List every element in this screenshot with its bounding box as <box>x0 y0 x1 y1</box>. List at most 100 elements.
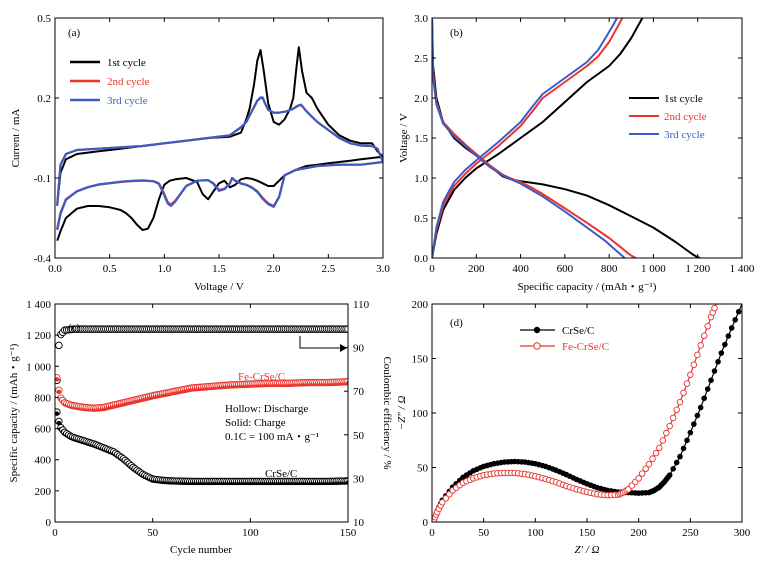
cv-curve-1 <box>56 46 383 242</box>
eis-point-2 <box>673 406 680 414</box>
x-tick-label-d: 150 <box>579 527 596 539</box>
legend-text-a-1: 1st cycle <box>107 57 146 69</box>
charge-point-2 <box>55 411 60 416</box>
legend-d: CrSe/C Fe-CrSe/C <box>520 325 609 353</box>
eis-point-1 <box>687 429 694 436</box>
legend-marker-d-2 <box>533 342 541 350</box>
y-tick-label-b: 0.5 <box>414 213 428 225</box>
eis-point-1 <box>684 437 690 444</box>
y-tick-label-c: 0 <box>46 517 52 529</box>
eis-point-2 <box>645 460 653 468</box>
charge-point-2 <box>56 420 62 426</box>
eis-point-1 <box>718 350 725 356</box>
y-tick-label-b: 1.0 <box>414 173 428 185</box>
eis-point-2 <box>704 322 711 330</box>
plot-frame-c <box>54 303 349 523</box>
y-tick-label-right-c: 50 <box>353 430 365 442</box>
x-axis-label-b: Specific capacity / (mAh・g⁻¹) <box>518 281 657 293</box>
x-tick-label-a: 1.5 <box>212 263 226 275</box>
x-tick-label-c: 100 <box>242 527 259 539</box>
discharge-curve-2 <box>432 18 637 258</box>
eis-point-1 <box>691 421 697 427</box>
eis-point-1 <box>711 368 718 374</box>
y-tick-label-c: 1 000 <box>26 361 51 373</box>
charge-curve-2 <box>432 18 624 258</box>
y-tick-label-c: 200 <box>35 486 52 498</box>
charge-curve-1 <box>432 18 644 258</box>
x-tick-label-a: 1.0 <box>157 263 171 275</box>
y-axis-label-right-c: Coulombic efficiency / % <box>381 356 393 469</box>
discharge-curve-3 <box>432 18 626 258</box>
eis-point-1 <box>697 404 704 411</box>
y-tick-label-a: 0.5 <box>37 13 51 25</box>
eis-point-2 <box>666 422 673 430</box>
x-tick-label-d: 0 <box>429 527 435 539</box>
x-tick-label-d: 300 <box>734 527 751 539</box>
eis-point-2 <box>676 398 684 406</box>
y-tick-label-b: 2.5 <box>414 53 428 65</box>
legend-text-a-3: 3rd cycle <box>107 95 148 107</box>
eis-point-1 <box>673 459 680 466</box>
eis-point-2 <box>669 414 677 422</box>
x-axis-label-c: Cycle number <box>170 544 232 556</box>
eis-point-2 <box>659 437 667 444</box>
x-tick-label-c: 150 <box>340 527 357 539</box>
x-tick-label-a: 2.0 <box>267 263 281 275</box>
eis-point-2 <box>711 304 718 312</box>
annotation-fe-crse: Fe-CrSe/C <box>238 371 285 383</box>
discharge-curve-1 <box>432 18 701 258</box>
y-tick-label-a: 0.2 <box>37 93 51 105</box>
x-tick-label-a: 3.0 <box>376 263 390 275</box>
legend-text-d-2: Fe-CrSe/C <box>562 341 609 353</box>
y-tick-label-c: 400 <box>35 455 52 467</box>
eis-point-2 <box>680 389 687 397</box>
x-tick-label-b: 800 <box>601 263 618 275</box>
charge-curve-3 <box>432 18 618 258</box>
x-tick-label-d: 50 <box>478 527 490 539</box>
eis-point-1 <box>680 445 687 452</box>
y-tick-label-right-c: 10 <box>353 517 365 529</box>
ce-arrow-head <box>340 344 347 352</box>
panel-label-a: (a) <box>68 27 81 39</box>
eis-point-1 <box>725 333 732 339</box>
eis-point-2 <box>642 465 649 473</box>
x-tick-label-c: 0 <box>52 527 58 539</box>
y-tick-label-a: -0.1 <box>34 173 51 185</box>
eis-point-1 <box>715 358 721 365</box>
eis-point-2 <box>694 351 701 359</box>
ce-axis-arrow <box>299 336 340 349</box>
y-tick-label-b: 3.0 <box>414 13 428 25</box>
legend-text-b-2: 2nd cycle <box>664 111 707 123</box>
y-tick-label-c: 1 200 <box>26 330 51 342</box>
panel-d: 0 50 100 150 200 250 300 0 50 100 150 200 (d) Z′ / … <box>396 299 751 556</box>
annotation-rate: 0.1C = 100 mA・g⁻¹ <box>225 431 319 443</box>
eis-point-2 <box>652 449 660 457</box>
legend-b: 1st cycle 2nd cycle 3rd cycle <box>629 93 707 141</box>
x-axis-label-a: Voltage / V <box>194 281 244 293</box>
x-tick-label-b: 1 000 <box>641 263 666 275</box>
y-tick-label-right-c: 110 <box>353 299 370 311</box>
legend-text-b-3: 3rd cycle <box>664 129 705 141</box>
legend-marker-d-1 <box>533 326 541 334</box>
y-tick-label-d: 100 <box>412 408 429 420</box>
x-tick-label-b: 1 400 <box>730 263 755 275</box>
x-tick-label-d: 250 <box>682 527 699 539</box>
y-tick-label-b: 2.0 <box>414 93 428 105</box>
x-axis-label-d: Z′ / Ω <box>574 544 599 556</box>
x-tick-label-a: 2.5 <box>321 263 335 275</box>
eis-point-2 <box>656 444 663 452</box>
eis-point-1 <box>708 377 714 384</box>
y-tick-label-c: 800 <box>35 392 52 404</box>
eis-point-2 <box>663 429 670 437</box>
eis-point-2 <box>442 495 450 502</box>
eis-point-1 <box>701 395 707 402</box>
eis-point-1 <box>670 466 676 472</box>
y-tick-label-d: 50 <box>417 463 429 475</box>
eis-point-2 <box>687 371 694 379</box>
eis-point-2 <box>697 342 704 349</box>
eis-point-1 <box>735 308 742 315</box>
y-tick-label-b: 1.5 <box>414 133 428 145</box>
y-axis-label-d: −Z″ / Ω <box>396 396 408 431</box>
eis-point-2 <box>635 475 642 482</box>
